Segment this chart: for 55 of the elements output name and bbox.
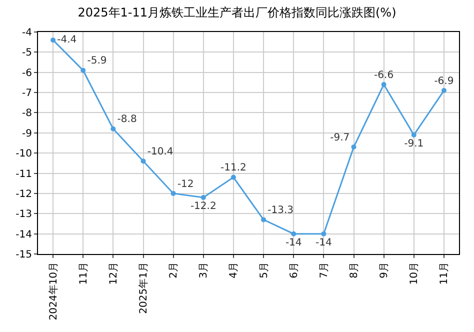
y-tick-label: -6: [22, 68, 32, 79]
data-label: -5.9: [87, 56, 107, 67]
point: [351, 144, 356, 150]
data-label: -14: [316, 237, 332, 248]
data-label: -9.7: [330, 132, 350, 144]
x-tick-label: 7月: [318, 262, 330, 278]
y-tick-label: -9: [22, 128, 32, 140]
y-tick-label: -5: [22, 48, 32, 59]
point: [321, 231, 326, 236]
data-label: -13.3: [268, 205, 294, 216]
x-tick-label: 3月: [198, 262, 210, 278]
x-tick-label: 2024年10月: [47, 262, 60, 320]
data-label: -14: [285, 237, 302, 248]
y-tick-label: -7: [22, 88, 32, 100]
y-tick-label: -4: [22, 28, 32, 38]
x-tick-label: 9月: [379, 262, 390, 278]
x-tick-label: 12月: [108, 262, 120, 285]
data-label: -11.2: [220, 162, 246, 174]
point: [411, 132, 416, 138]
data-label: -6.6: [374, 70, 394, 81]
point: [110, 126, 116, 132]
data-label: -6.9: [434, 76, 454, 87]
x-tick-label: 2月: [168, 262, 180, 278]
point: [140, 158, 146, 164]
data-label: -9.1: [404, 138, 424, 150]
x-tick-label: 5月: [258, 262, 270, 278]
point: [200, 194, 206, 200]
data-label: -8.8: [117, 114, 137, 126]
x-tick-label: 8月: [349, 262, 360, 278]
point: [441, 88, 446, 94]
y-tick-label: -11: [16, 168, 32, 180]
y-tick-label: -15: [16, 250, 32, 260]
point: [80, 68, 86, 73]
data-label: -10.4: [147, 146, 174, 158]
point: [170, 190, 176, 196]
chart-title: 2025年1-11月炼铁工业生产者出厂价格指数同比涨跌图(%): [78, 6, 396, 20]
x-tick-label: 4月: [228, 262, 240, 278]
point: [381, 82, 386, 87]
x-tick-label: 11月: [439, 262, 450, 285]
x-tick-label: 10月: [409, 262, 420, 285]
y-tick-label: -8: [22, 108, 32, 120]
y-tick-label: -10: [16, 148, 32, 160]
x-tick-label: 6月: [288, 262, 300, 278]
y-tick-label: -14: [16, 229, 32, 240]
data-label: -12: [177, 178, 194, 190]
x-tick-label: 11月: [78, 262, 90, 285]
point: [230, 174, 236, 180]
x-tick-label: 2025年1月: [138, 262, 150, 314]
point: [261, 217, 266, 222]
y-tick-label: -12: [16, 188, 32, 200]
data-label: -4.4: [57, 34, 77, 46]
y-tick-label: -13: [16, 209, 32, 220]
point: [291, 231, 296, 236]
point: [50, 38, 56, 43]
data-label: -12.2: [190, 201, 216, 212]
